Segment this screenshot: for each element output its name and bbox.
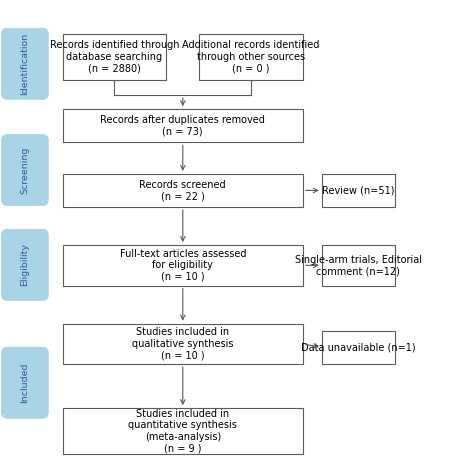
Text: Screening: Screening <box>20 146 29 194</box>
Text: Single-arm trials, Editorial
comment (n=12): Single-arm trials, Editorial comment (n=… <box>295 254 422 276</box>
FancyBboxPatch shape <box>199 34 303 80</box>
FancyBboxPatch shape <box>1 134 48 206</box>
FancyBboxPatch shape <box>63 34 166 80</box>
FancyBboxPatch shape <box>1 28 48 100</box>
Text: Studies included in
qualitative synthesis
(n = 10 ): Studies included in qualitative synthesi… <box>132 327 234 360</box>
FancyBboxPatch shape <box>63 174 303 207</box>
Text: Review (n=51): Review (n=51) <box>322 186 394 195</box>
Text: Records identified through
database searching
(n = 2880): Records identified through database sear… <box>50 40 179 73</box>
FancyBboxPatch shape <box>63 245 303 286</box>
FancyBboxPatch shape <box>1 347 48 418</box>
FancyBboxPatch shape <box>322 331 395 364</box>
Text: Included: Included <box>20 363 29 403</box>
Text: Records screened
(n = 22 ): Records screened (n = 22 ) <box>139 179 226 201</box>
FancyBboxPatch shape <box>1 229 48 300</box>
FancyBboxPatch shape <box>322 245 395 286</box>
Text: Full-text articles assessed
for eligibility
(n = 10 ): Full-text articles assessed for eligibil… <box>119 249 246 282</box>
Text: Data unavailable (n=1): Data unavailable (n=1) <box>301 343 416 352</box>
FancyBboxPatch shape <box>63 324 303 364</box>
Text: Eligibility: Eligibility <box>20 243 29 286</box>
Text: Studies included in
quantitative synthesis
(meta-analysis)
(n = 9 ): Studies included in quantitative synthes… <box>128 409 237 454</box>
FancyBboxPatch shape <box>63 408 303 454</box>
FancyBboxPatch shape <box>63 109 303 142</box>
FancyBboxPatch shape <box>322 174 395 207</box>
Text: Identification: Identification <box>20 33 29 95</box>
Text: Additional records identified
through other sources
(n = 0 ): Additional records identified through ot… <box>182 40 320 73</box>
Text: Records after duplicates removed
(n = 73): Records after duplicates removed (n = 73… <box>100 115 265 137</box>
